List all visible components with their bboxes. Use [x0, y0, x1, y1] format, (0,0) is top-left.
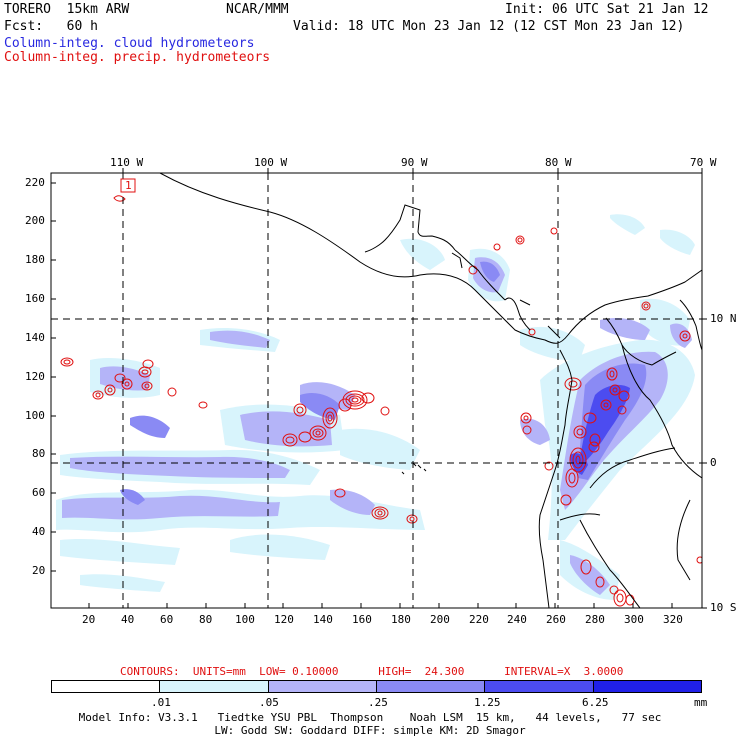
colorbar-label: .25 [368, 696, 388, 709]
x-tick-label: 20 [82, 613, 96, 626]
map-frame [50, 172, 703, 609]
y-tick-label: 80 [32, 447, 46, 460]
colorbar-label: 1.25 [474, 696, 501, 709]
y-tick-label: 20 [32, 564, 46, 577]
lon-label-110w: 110 W [110, 156, 144, 169]
field-precip-label: Column-integ. precip. hydrometeors [4, 50, 271, 65]
axis-ticks [51, 168, 707, 609]
field-cloud-label: Column-integ. cloud hydrometeors [4, 36, 255, 51]
x-tick-label: 40 [121, 613, 135, 626]
x-tick-label: 60 [160, 613, 174, 626]
x-tick-label: 160 [352, 613, 372, 626]
center-label: NCAR/MMM [226, 2, 289, 17]
y-tick-label: 100 [25, 409, 45, 422]
init-time: Init: 06 UTC Sat 21 Jan 12 [505, 2, 709, 17]
lon-label-100w: 100 W [254, 156, 288, 169]
x-tick-label: 320 [663, 613, 683, 626]
lat-label-10s: 10 S [710, 601, 737, 614]
colorbar-label: .05 [259, 696, 279, 709]
x-tick-label: 300 [624, 613, 644, 626]
model-physics: LW: Godd SW: Goddard DIFF: simple KM: 2D… [214, 724, 526, 737]
model-info: Model Info: V3.3.1 Tiedtke YSU PBL Thomp… [78, 711, 662, 724]
lon-label-70w: 70 W [690, 156, 717, 169]
colorbar-seg-1 [159, 681, 268, 692]
lon-label-80w: 80 W [545, 156, 572, 169]
x-tick-label: 200 [430, 613, 450, 626]
model-title: TORERO 15km ARW [4, 2, 130, 17]
colorbar-seg-5 [592, 681, 701, 692]
y-tick-label: 160 [25, 292, 45, 305]
x-tick-label: 100 [235, 613, 255, 626]
coastlines [159, 173, 702, 608]
colorbar-seg-2 [267, 681, 376, 692]
colorbar-label: .01 [151, 696, 171, 709]
x-tick-label: 280 [585, 613, 605, 626]
y-tick-label: 220 [25, 176, 45, 189]
lat-label-0: 0 [710, 456, 717, 469]
x-tick-label: 140 [313, 613, 333, 626]
colorbar [51, 680, 702, 693]
y-tick-label: 60 [32, 486, 46, 499]
lon-label-90w: 90 W [401, 156, 428, 169]
x-tick-label: 260 [546, 613, 566, 626]
colorbar-label: 6.25 [582, 696, 609, 709]
y-tick-label: 180 [25, 253, 45, 266]
valid-time: Valid: 18 UTC Mon 23 Jan 12 (12 CST Mon … [293, 19, 685, 34]
colorbar-seg-3 [375, 681, 485, 692]
lat-label-10n: 10 N [710, 312, 737, 325]
colorbar-unit: mm [694, 696, 708, 709]
x-tick-label: 120 [274, 613, 294, 626]
colorbar-seg-4 [484, 681, 593, 692]
contour-info: CONTOURS: UNITS=mm LOW= 0.10000 HIGH= 24… [120, 665, 624, 678]
forecast-hour: Fcst: 60 h [4, 19, 98, 34]
y-tick-label: 120 [25, 370, 45, 383]
y-tick-label: 40 [32, 525, 46, 538]
max-value-box [120, 178, 136, 193]
latlon-grid [51, 173, 702, 608]
x-tick-label: 220 [469, 613, 489, 626]
max-value-label: 1 [125, 179, 132, 192]
cloud-fill-layer [56, 214, 695, 600]
precip-contours [60, 195, 702, 607]
x-tick-label: 180 [391, 613, 411, 626]
y-tick-label: 200 [25, 214, 45, 227]
colorbar-seg-0 [52, 681, 160, 692]
x-tick-label: 240 [507, 613, 527, 626]
y-tick-label: 140 [25, 331, 45, 344]
x-tick-label: 80 [199, 613, 213, 626]
